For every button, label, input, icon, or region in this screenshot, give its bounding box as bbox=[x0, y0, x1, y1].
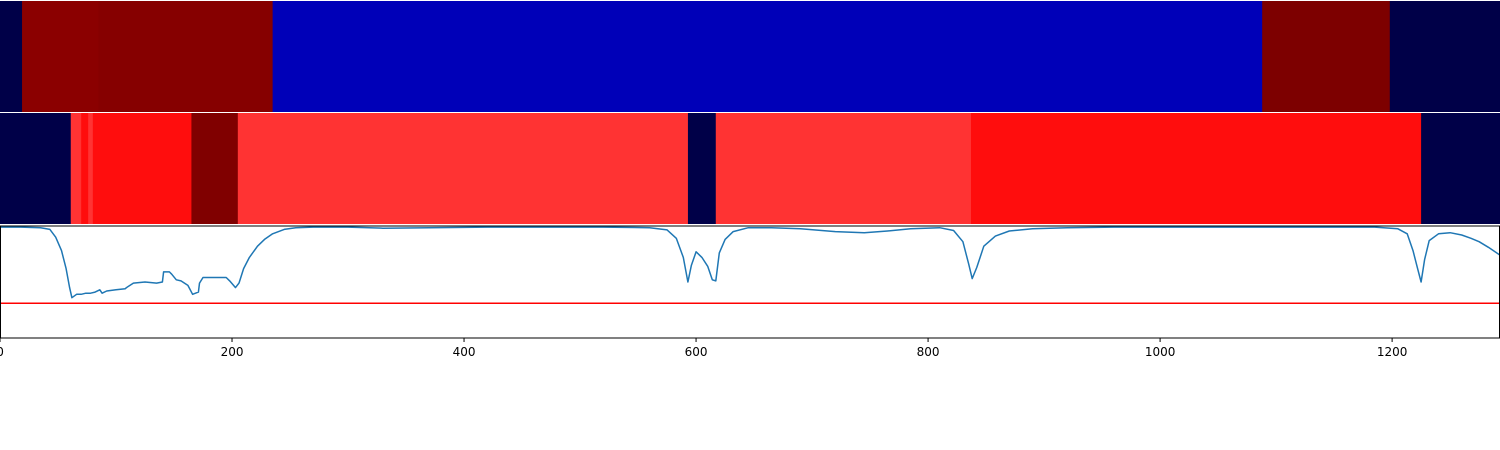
track-1-segment-6 bbox=[1390, 1, 1500, 112]
track-2-segment-10 bbox=[971, 113, 1422, 224]
x-tick-label: 800 bbox=[917, 345, 940, 359]
x-tick-label: 200 bbox=[221, 345, 244, 359]
track-2-segment-6 bbox=[191, 113, 238, 224]
x-tick-label: 400 bbox=[453, 345, 476, 359]
line-panel-background bbox=[1, 226, 1500, 338]
x-tick-label: 600 bbox=[685, 345, 708, 359]
x-tick-label: 1200 bbox=[1377, 345, 1408, 359]
track-1-segment-2 bbox=[22, 1, 99, 112]
track-2-segment-1 bbox=[0, 113, 71, 224]
segment-track-1 bbox=[0, 1, 1500, 112]
track-2-segment-2 bbox=[71, 113, 82, 224]
track-1-segment-4 bbox=[273, 1, 1263, 112]
track-1-segment-5 bbox=[1262, 1, 1390, 112]
track-2-segment-7 bbox=[238, 113, 689, 224]
track-1-segment-3 bbox=[99, 1, 274, 112]
x-tick-label: 1000 bbox=[1145, 345, 1176, 359]
segment-track-2 bbox=[0, 113, 1500, 224]
x-axis: 0 200 400 600 800 1000 1200 bbox=[0, 338, 1407, 359]
track-2-segment-4 bbox=[88, 113, 93, 224]
track-2-segment-9 bbox=[716, 113, 972, 224]
track-2-segment-8 bbox=[688, 113, 716, 224]
track-1-segment-1 bbox=[0, 1, 23, 112]
track-2-segment-3 bbox=[81, 113, 88, 224]
track-2-segment-5 bbox=[93, 113, 192, 224]
track-2-segment-11 bbox=[1421, 113, 1500, 224]
line-panel bbox=[0, 226, 1500, 338]
x-tick-label: 0 bbox=[0, 345, 4, 359]
